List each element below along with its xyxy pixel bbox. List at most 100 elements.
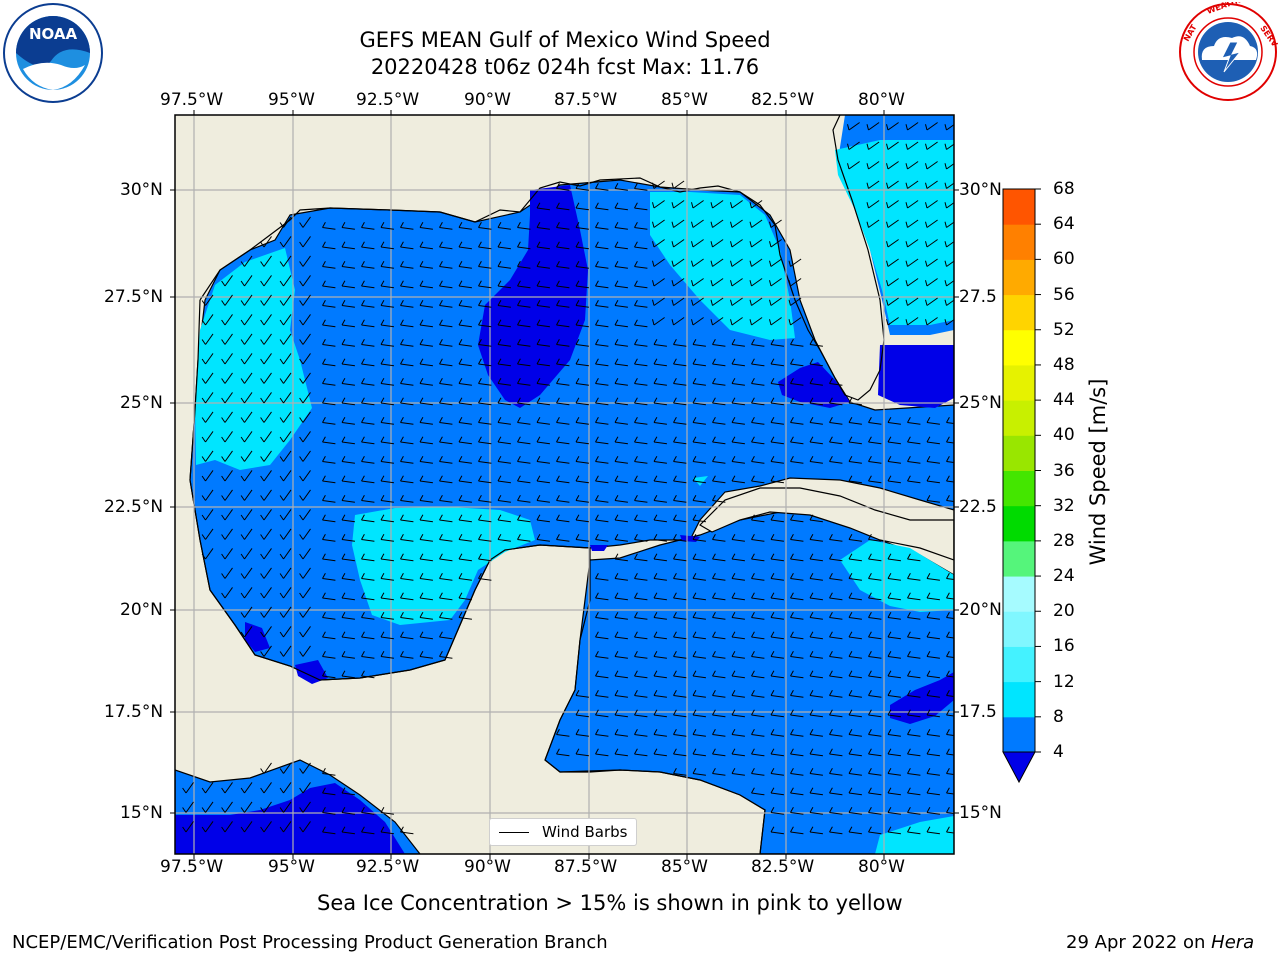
wind-barb-shaft bbox=[673, 344, 687, 347]
wind-barb-flag bbox=[536, 260, 541, 267]
wind-barb-flag bbox=[751, 475, 755, 482]
wind-barb-shaft bbox=[224, 392, 233, 404]
wind-barb-shaft bbox=[673, 519, 687, 523]
wind-barb-shaft bbox=[205, 801, 214, 813]
wind-barb-shaft bbox=[439, 441, 453, 445]
wind-barb-flag bbox=[439, 319, 443, 326]
wind-barb-flag bbox=[595, 182, 599, 189]
wind-barb-shaft bbox=[595, 636, 609, 640]
wind-barb-flag bbox=[751, 767, 755, 774]
wind-barb-flag bbox=[868, 533, 872, 540]
wind-barb-shaft bbox=[341, 441, 355, 445]
lon-label-bottom-2: 95°W bbox=[268, 857, 315, 877]
wind-barb-flag bbox=[887, 806, 892, 813]
wind-barb-shaft bbox=[244, 567, 253, 579]
wind-barb-shaft bbox=[322, 441, 336, 445]
wind-barb-flag bbox=[809, 397, 814, 404]
wind-barb-flag bbox=[907, 670, 911, 677]
wind-barb-flag bbox=[712, 650, 716, 657]
wind-barb-flag bbox=[926, 670, 931, 677]
wind-barb-flag bbox=[341, 787, 346, 794]
wind-barb-shaft bbox=[712, 383, 726, 386]
wind-barb-shaft bbox=[400, 324, 414, 328]
wind-barb-shaft bbox=[692, 656, 706, 659]
wind-barb-flag bbox=[886, 124, 889, 131]
wind-barb-flag bbox=[260, 534, 265, 540]
wind-barb-flag bbox=[361, 475, 365, 482]
wind-barb-shaft bbox=[946, 734, 954, 737]
wind-barb-flag bbox=[380, 650, 385, 657]
wind-barb-shaft bbox=[556, 734, 570, 737]
wind-barb-shaft bbox=[634, 714, 648, 718]
wind-barb-flag bbox=[692, 670, 697, 677]
wind-barb-shaft bbox=[946, 500, 954, 503]
wind-barb-flag bbox=[380, 475, 385, 482]
wind-barb-shaft bbox=[556, 285, 570, 289]
wind-barb-shaft bbox=[205, 509, 214, 521]
wind-barb-flag bbox=[361, 319, 365, 326]
wind-barb-flag bbox=[536, 533, 541, 540]
wind-barb-shaft bbox=[322, 461, 336, 464]
wind-barb-shaft bbox=[361, 324, 375, 328]
wind-barb-shaft bbox=[341, 383, 355, 386]
wind-barb-flag bbox=[458, 455, 463, 462]
wind-barb-shaft bbox=[868, 461, 882, 464]
wind-barb-flag bbox=[260, 826, 265, 833]
wind-barb-flag bbox=[299, 319, 304, 326]
colorbar-band bbox=[1003, 611, 1035, 647]
wind-barb-flag bbox=[809, 416, 814, 423]
lon-label-top-1: 97.5°W bbox=[160, 90, 224, 110]
wind-barb-flag bbox=[322, 650, 326, 657]
wind-barb-flag bbox=[770, 436, 775, 443]
wind-barb-flag bbox=[221, 807, 226, 813]
wind-barb-shaft bbox=[263, 801, 272, 813]
wind-barb-shaft bbox=[653, 636, 667, 640]
lon-label-top-4: 90°W bbox=[464, 90, 511, 110]
wind-barb-shaft bbox=[302, 470, 311, 482]
wind-barb-shaft bbox=[458, 558, 472, 562]
wind-barb-shaft bbox=[322, 227, 336, 230]
wind-barb-shaft bbox=[556, 422, 570, 425]
wind-barb-shaft bbox=[614, 324, 628, 328]
wind-barb-flag bbox=[221, 319, 226, 326]
wind-barb-shaft bbox=[478, 500, 492, 503]
wind-barb-flag bbox=[634, 202, 638, 209]
wind-barb-shaft bbox=[302, 372, 311, 384]
wind-barb-flag bbox=[653, 533, 658, 540]
wind-barb-flag bbox=[419, 397, 424, 404]
wind-barb-shaft bbox=[907, 422, 921, 425]
wind-barb-shaft bbox=[634, 441, 648, 445]
wind-barb-flag bbox=[769, 260, 772, 267]
wind-barb-shaft bbox=[653, 363, 667, 367]
wind-barb-shaft bbox=[517, 539, 531, 542]
wind-barb-flag bbox=[361, 670, 365, 677]
wind-barb-flag bbox=[653, 377, 658, 384]
wind-barb-shaft bbox=[946, 260, 954, 267]
wind-barb-shaft bbox=[634, 558, 648, 562]
wind-barb-shaft bbox=[458, 597, 472, 601]
wind-barb-flag bbox=[536, 221, 541, 228]
wind-barb-shaft bbox=[244, 411, 253, 423]
wind-barb-shaft bbox=[244, 548, 253, 560]
wind-barb-flag bbox=[299, 612, 304, 618]
wind-barb-flag bbox=[260, 592, 265, 599]
calm-zone-pacific bbox=[175, 783, 405, 854]
wind-barb-shaft bbox=[848, 812, 862, 815]
wind-barb-flag bbox=[868, 475, 872, 482]
wind-barb-flag bbox=[770, 631, 775, 638]
wind-barb-shaft bbox=[419, 246, 433, 250]
wind-barb-flag bbox=[926, 592, 931, 599]
wind-barb-flag bbox=[322, 338, 326, 345]
wind-barb-flag bbox=[653, 397, 658, 404]
wind-barb-shaft bbox=[322, 500, 336, 503]
wind-barb-shaft bbox=[692, 734, 706, 737]
wind-barb-flag bbox=[201, 397, 206, 404]
wind-barb-flag bbox=[240, 280, 245, 287]
wind-barb-flag bbox=[868, 631, 872, 638]
wind-barb-shaft bbox=[302, 626, 311, 638]
wind-barb-shaft bbox=[283, 489, 292, 501]
wind-barb-shaft bbox=[361, 656, 375, 659]
wind-barb-flag bbox=[829, 826, 833, 833]
wind-barb-flag bbox=[400, 592, 404, 599]
wind-barb-flag bbox=[634, 533, 638, 540]
